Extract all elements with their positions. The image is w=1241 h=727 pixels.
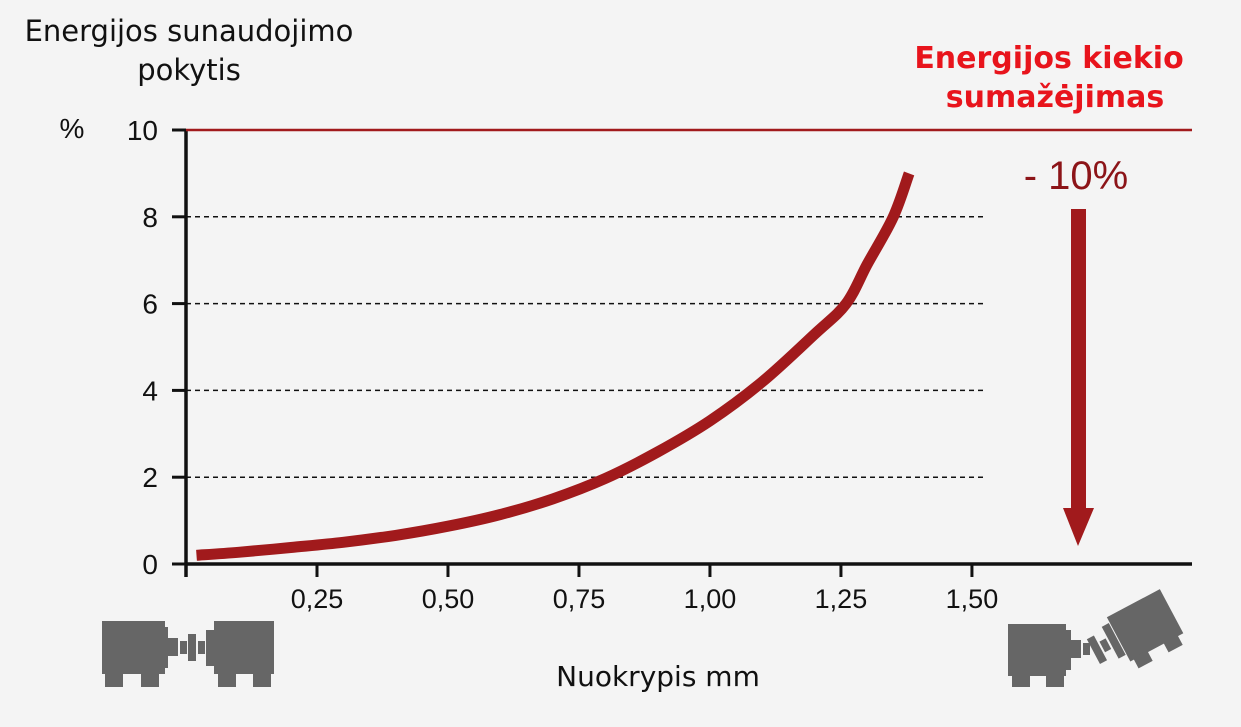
annotation-title-line-2: sumažėjimas bbox=[946, 80, 1164, 115]
y-tick-label: 6 bbox=[142, 289, 158, 320]
x-tick-label: 0,25 bbox=[291, 584, 344, 614]
x-tick-label: 0,50 bbox=[422, 584, 475, 614]
aligned-motor-coupling-icon bbox=[102, 621, 274, 687]
down-arrow-icon bbox=[1063, 209, 1094, 546]
series-line bbox=[196, 171, 915, 561]
y-axis-title-line-2: pokytis bbox=[137, 53, 241, 87]
misaligned-motor-coupling-icon bbox=[1008, 589, 1184, 687]
axes bbox=[184, 128, 1192, 577]
x-axis-title: Nuokrypis mm bbox=[556, 660, 760, 693]
y-axis-title-line-1: Energijos sunaudojimo bbox=[25, 14, 354, 48]
y-tick-label: 0 bbox=[142, 549, 158, 580]
annotation-title-line-1: Energijos kiekio bbox=[914, 41, 1183, 76]
y-ticks: 0 2 4 6 8 10 bbox=[127, 115, 186, 580]
y-axis-unit: % bbox=[60, 113, 85, 144]
y-tick-label: 10 bbox=[127, 115, 158, 146]
x-tick-label: 1,00 bbox=[684, 584, 737, 614]
y-tick-label: 8 bbox=[142, 202, 158, 233]
annotation-value-label: - 10% bbox=[1024, 154, 1129, 198]
x-tick-label: 1,25 bbox=[815, 584, 868, 614]
series bbox=[196, 171, 915, 561]
x-tick-label: 0,75 bbox=[553, 584, 606, 614]
y-tick-label: 4 bbox=[142, 375, 158, 406]
y-tick-label: 2 bbox=[142, 462, 158, 493]
grid bbox=[186, 216, 985, 478]
x-tick-label: 1,50 bbox=[946, 584, 999, 614]
x-ticks: 0,25 0,50 0,75 1,00 1,25 1,50 bbox=[291, 564, 999, 614]
